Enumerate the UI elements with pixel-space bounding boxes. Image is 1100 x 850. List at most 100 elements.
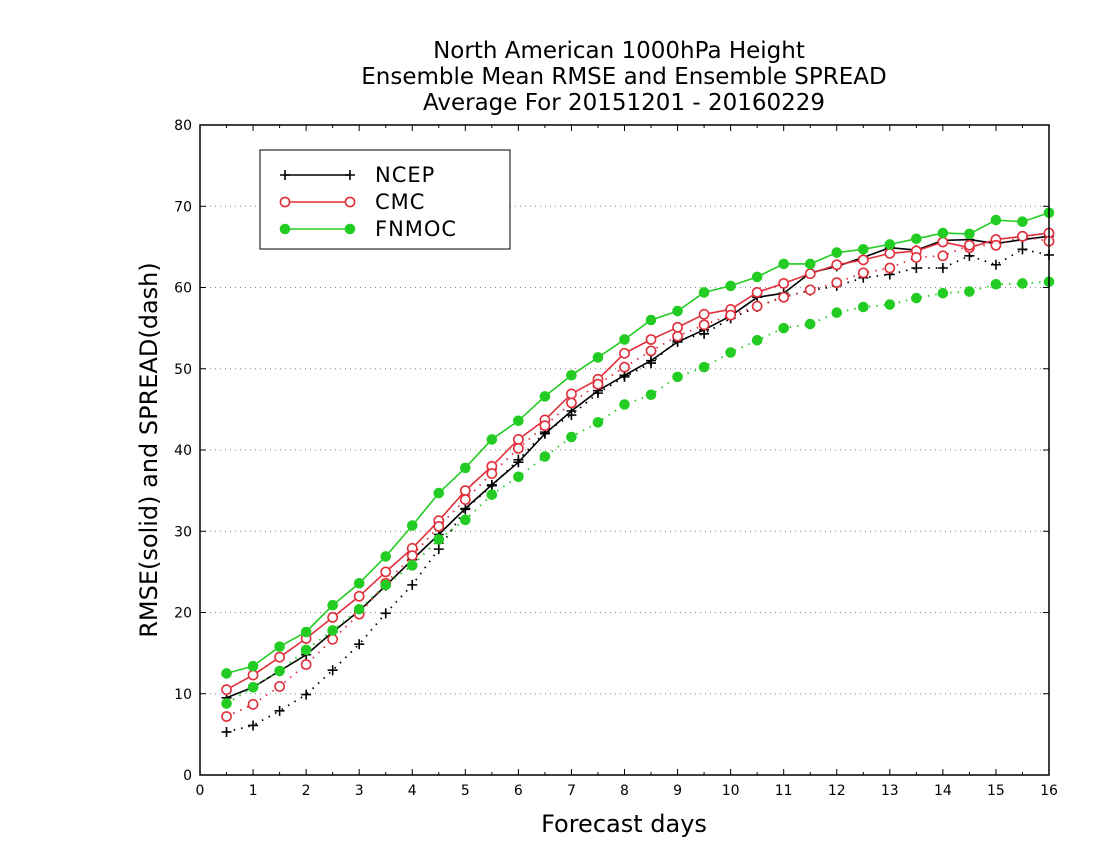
open-circle-marker — [937, 250, 949, 262]
open-circle-marker — [327, 633, 339, 645]
open-circle-marker — [804, 284, 816, 296]
x-tick-label: 14 — [934, 783, 952, 799]
filled-circle-marker — [486, 434, 498, 445]
x-tick-label: 15 — [987, 783, 1005, 799]
open-circle-marker — [751, 286, 763, 298]
open-circle-marker — [937, 236, 949, 248]
x-axis-label: Forecast days — [541, 810, 707, 838]
plus-marker — [1017, 244, 1028, 255]
open-circle-marker — [857, 254, 869, 266]
open-circle-marker — [884, 247, 896, 259]
y-tick-label: 50 — [174, 362, 192, 378]
open-circle-marker — [672, 321, 683, 333]
filled-circle-marker — [380, 579, 392, 591]
open-circle-marker — [327, 611, 339, 623]
open-circle-marker — [221, 711, 232, 722]
legend-label: CMC — [375, 190, 425, 214]
filled-circle-marker — [353, 577, 365, 589]
open-circle-marker — [619, 361, 630, 373]
filled-circle-marker — [911, 292, 922, 304]
x-tick-label: 2 — [302, 783, 311, 799]
x-tick-label: 9 — [673, 783, 682, 799]
x-tick-label: 16 — [1040, 783, 1058, 799]
filled-circle-marker — [327, 625, 338, 636]
plus-marker — [990, 259, 1001, 270]
plus-marker — [280, 170, 290, 180]
title-line-2: Ensemble Mean RMSE and Ensemble SPREAD — [361, 64, 886, 90]
open-circle-marker — [857, 267, 869, 279]
filled-circle-marker — [221, 698, 232, 709]
filled-circle-marker — [804, 318, 816, 330]
plus-marker — [433, 544, 444, 555]
open-circle-marker — [804, 268, 816, 280]
filled-circle-marker — [539, 451, 551, 462]
open-circle-marker — [512, 442, 524, 454]
filled-circle-marker — [460, 462, 471, 474]
y-tick-label: 70 — [174, 199, 192, 215]
open-circle-marker — [672, 330, 683, 342]
filled-circle-marker — [725, 347, 736, 358]
plus-marker — [380, 608, 391, 619]
x-tick-label: 3 — [355, 783, 364, 799]
open-circle-marker — [619, 347, 630, 359]
filled-circle-marker — [539, 391, 551, 402]
filled-circle-marker — [672, 305, 683, 317]
filled-circle-marker — [486, 489, 498, 500]
open-circle-marker — [406, 550, 418, 562]
filled-circle-marker — [964, 286, 975, 297]
open-circle-marker — [1017, 230, 1028, 242]
series-cmc-spread — [221, 230, 1055, 722]
filled-circle-marker — [831, 307, 843, 318]
filled-circle-marker — [751, 335, 763, 346]
chart-title: North American 1000hPa Height Ensemble M… — [361, 38, 886, 116]
plus-marker — [345, 170, 355, 180]
open-circle-marker — [353, 590, 365, 602]
x-tick-label: 8 — [620, 783, 629, 799]
filled-circle-marker — [592, 352, 604, 363]
y-tick-label: 60 — [174, 281, 192, 297]
plus-marker — [646, 358, 657, 369]
filled-circle-marker — [937, 227, 949, 239]
filled-circle-marker — [698, 361, 710, 373]
title-line-3: Average For 20151201 - 20160229 — [423, 90, 825, 116]
filled-circle-marker — [327, 599, 338, 611]
legend-item-ncep: NCEP — [280, 163, 434, 187]
open-circle-marker — [778, 278, 790, 289]
filled-circle-marker — [380, 551, 392, 562]
open-circle-marker — [831, 259, 843, 271]
legend-box — [259, 149, 511, 250]
open-circle-marker — [274, 681, 285, 692]
filled-circle-marker — [645, 314, 657, 326]
plus-marker — [699, 328, 710, 339]
filled-circle-marker — [804, 258, 816, 270]
plus-marker — [911, 263, 922, 273]
series-line — [226, 248, 1050, 733]
filled-circle-marker — [645, 389, 657, 401]
filled-circle-marker — [778, 258, 789, 270]
filled-circle-marker — [619, 399, 630, 410]
filled-circle-marker — [566, 431, 577, 443]
open-circle-marker — [433, 520, 445, 532]
filled-circle-marker — [513, 471, 524, 483]
y-tick-label: 40 — [174, 443, 192, 459]
legend-item-cmc: CMC — [279, 190, 425, 214]
y-tick-label: 20 — [174, 606, 192, 622]
filled-circle-marker — [513, 415, 524, 427]
filled-circle-marker — [221, 668, 232, 679]
open-circle-marker — [725, 309, 737, 321]
open-circle-marker — [344, 196, 356, 208]
plus-marker — [354, 639, 365, 650]
filled-circle-marker — [433, 487, 445, 499]
filled-circle-marker — [884, 239, 896, 250]
filled-circle-marker — [778, 322, 789, 334]
open-circle-marker — [698, 308, 710, 320]
filled-circle-marker — [460, 514, 471, 526]
plus-marker — [301, 689, 312, 700]
filled-circle-marker — [698, 287, 710, 298]
open-circle-marker — [566, 397, 577, 409]
filled-circle-marker — [672, 371, 683, 383]
series-cmc-rmse — [221, 227, 1055, 696]
filled-circle-marker — [964, 228, 975, 240]
series-layer — [221, 207, 1055, 737]
